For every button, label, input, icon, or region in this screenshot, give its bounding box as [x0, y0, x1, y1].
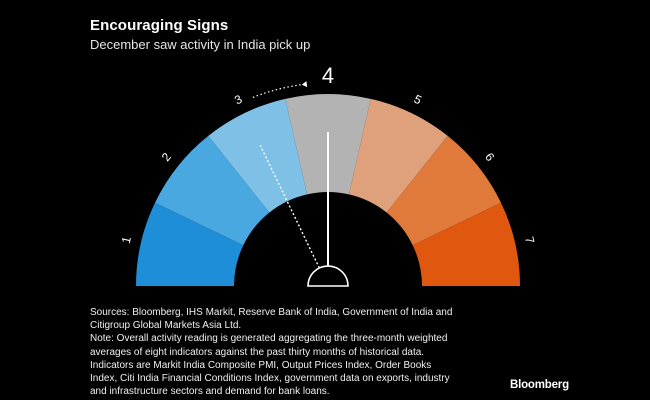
gauge-segments: [136, 94, 520, 286]
scale-label-3: 3: [232, 92, 244, 108]
gauge-segment-3: [208, 98, 308, 213]
note-line: and infrastructure sectors and demand fo…: [90, 386, 330, 398]
note-line: Indicators are Markit India Composite PM…: [90, 359, 432, 371]
scale-label-6: 6: [482, 150, 497, 164]
scale-label-7: 7: [522, 235, 537, 245]
chart-title: Encouraging Signs: [90, 17, 229, 34]
gauge-segment-7: [412, 202, 520, 286]
gauge-segment-5: [348, 98, 448, 213]
gauge-segment-1: [136, 202, 244, 286]
source-notes: Sources: Bloomberg, IHS Markit, Reserve …: [90, 306, 520, 398]
change-arrow-arc: [252, 83, 307, 98]
scale-label-2: 2: [159, 150, 174, 164]
chart-subtitle: December saw activity in India pick up: [90, 37, 311, 52]
note-line: Citigroup Global Markets Asia Ltd.: [90, 320, 242, 332]
gauge-segment-6: [386, 135, 501, 246]
scale-label-5: 5: [412, 92, 424, 108]
scale-label-1: 1: [119, 235, 134, 245]
note-line: Index, Citi India Financial Conditions I…: [90, 373, 450, 385]
note-line: Sources: Bloomberg, IHS Markit, Reserve …: [90, 307, 453, 318]
gauge-segment-2: [155, 135, 270, 246]
change-arrow-head: [301, 81, 308, 88]
needle-hub: [307, 265, 349, 287]
previous-reading-needle: [259, 145, 320, 269]
current-reading-label: 4: [322, 63, 334, 88]
note-line: Note: Overall activity reading is genera…: [90, 333, 448, 345]
note-line: averages of eight indicators against the…: [90, 346, 425, 358]
bloomberg-logo: Bloomberg: [510, 379, 569, 391]
gauge-marks: [252, 81, 349, 287]
